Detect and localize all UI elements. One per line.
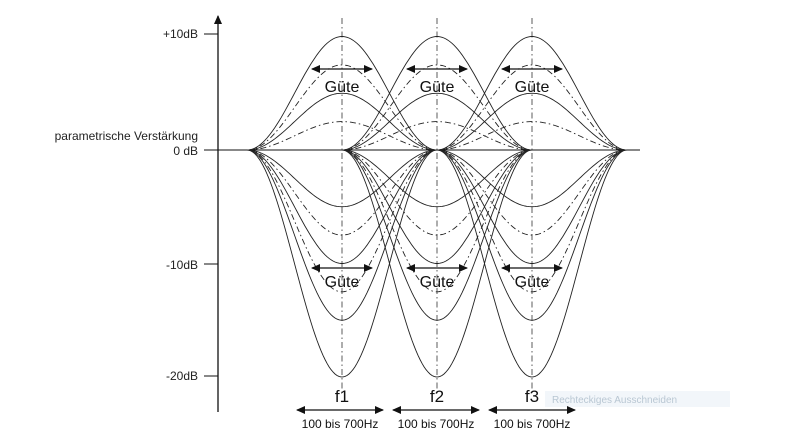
q-label-f1-bottom: Güte — [325, 274, 360, 291]
range-label-f2: 100 bis 700Hz — [398, 417, 475, 431]
eq-curve-f2-gain-2 — [341, 92, 533, 151]
eq-curves — [246, 36, 628, 378]
q-arrows — [311, 65, 563, 272]
eq-curve-f2-gain-3 — [342, 121, 532, 151]
eq-curve-f1-gain-5 — [246, 149, 438, 236]
band-label-f1: f1 — [335, 387, 349, 406]
eq-curve-f1-gain-8 — [246, 149, 438, 321]
eq-curve-f3-gain-2 — [436, 92, 628, 151]
eq-curve-f2-gain-0 — [341, 36, 533, 151]
eq-curve-f1-gain-9 — [246, 149, 438, 378]
eq-curve-f1-gain-4 — [246, 149, 438, 208]
eq-curve-f3-gain-7 — [436, 149, 628, 293]
q-label-f3-bottom: Güte — [515, 274, 550, 291]
eq-curve-f2-gain-5 — [341, 149, 533, 236]
eq-curve-f2-gain-7 — [341, 149, 533, 293]
q-label-f2-bottom: Güte — [420, 274, 455, 291]
q-label-f1-top: Güte — [325, 79, 360, 96]
eq-curve-f2-gain-4 — [341, 149, 533, 208]
range-label-f1: 100 bis 700Hz — [302, 417, 379, 431]
eq-curve-f3-gain-1 — [436, 64, 628, 151]
watermark-box — [545, 391, 730, 407]
eq-curve-f1-gain-0 — [246, 36, 438, 151]
y-ticks — [204, 33, 218, 377]
q-label-f2-top: Güte — [420, 79, 455, 96]
eq-curve-f3-gain-4 — [436, 149, 628, 208]
eq-curve-f2-gain-9 — [341, 149, 533, 378]
eq-curve-f2-gain-6 — [341, 149, 533, 264]
band-label-f3: f3 — [525, 387, 539, 406]
eq-curve-f3-gain-5 — [436, 149, 628, 236]
tick-label-plus10: +10dB — [163, 27, 198, 41]
range-label-f3: 100 bis 700Hz — [494, 417, 571, 431]
eq-curve-f2-gain-1 — [341, 64, 533, 151]
eq-curve-f1-gain-6 — [246, 149, 438, 264]
eq-curve-f3-gain-9 — [436, 149, 628, 378]
watermark-text: Rechteckiges Ausschneiden — [552, 395, 677, 406]
eq-curve-f1-gain-7 — [246, 149, 438, 293]
band-center-lines — [341, 18, 533, 395]
tick-label-0: 0 dB — [173, 144, 198, 158]
eq-curve-f3-gain-3 — [437, 121, 627, 151]
eq-curve-f1-gain-2 — [246, 92, 438, 151]
eq-curve-f3-gain-8 — [436, 149, 628, 321]
y-axis-title: parametrische Verstärkung — [55, 129, 198, 143]
eq-curve-f3-gain-0 — [436, 36, 628, 151]
band-label-f2: f2 — [430, 387, 444, 406]
eq-curve-f1-gain-1 — [246, 64, 438, 151]
q-label-f3-top: Güte — [515, 79, 550, 96]
eq-curve-f1-gain-3 — [247, 121, 437, 151]
tick-label-minus20: -20dB — [166, 369, 198, 383]
eq-curve-f3-gain-6 — [436, 149, 628, 264]
eq-curve-f2-gain-8 — [341, 149, 533, 321]
tick-label-minus10: -10dB — [166, 258, 198, 272]
